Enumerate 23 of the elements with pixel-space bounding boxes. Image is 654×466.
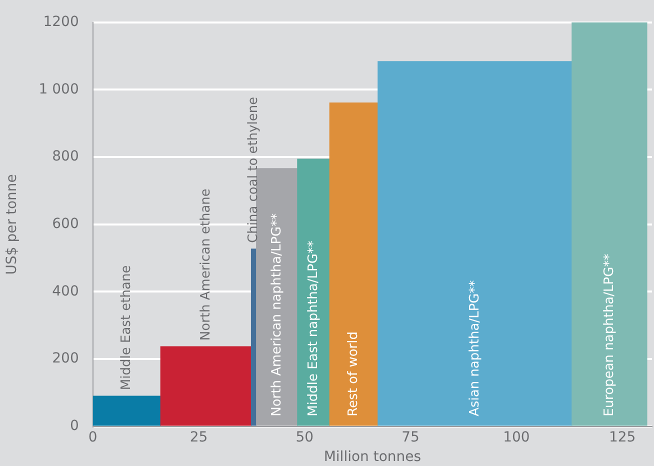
x-tick-label: 25 [190, 429, 208, 446]
x-axis-title: Million tonnes [324, 449, 422, 466]
y-tick-label: 0 [70, 418, 79, 434]
category-label: China coal to ethylene [246, 96, 262, 243]
y-tick-label: 1 000 [38, 81, 79, 98]
y-tick-label: 200 [52, 350, 79, 367]
x-tick-label: 75 [402, 429, 420, 446]
category-label: Middle East ethane [119, 265, 134, 390]
category-label: North American ethane [198, 188, 214, 341]
y-tick-label: 1200 [43, 14, 79, 30]
x-tick-label: 0 [88, 429, 98, 446]
category-label: Rest of world [346, 331, 362, 416]
category-label: European naphtha/LPG** [602, 254, 617, 416]
y-tick-label: 800 [52, 148, 79, 165]
x-tick-label: 125 [608, 429, 636, 446]
y-tick-label: 400 [52, 283, 79, 300]
category-label: North American naphtha/LPG** [269, 213, 284, 416]
x-tick-label: 100 [503, 429, 530, 446]
category-label: Middle East naphtha/LPG** [306, 240, 321, 416]
y-axis-title: US$ per tonne [4, 174, 20, 275]
x-tick-label: 50 [296, 429, 314, 446]
y-tick-label: 600 [52, 216, 79, 232]
category-label: Asian naphtha/LPG** [467, 280, 482, 416]
